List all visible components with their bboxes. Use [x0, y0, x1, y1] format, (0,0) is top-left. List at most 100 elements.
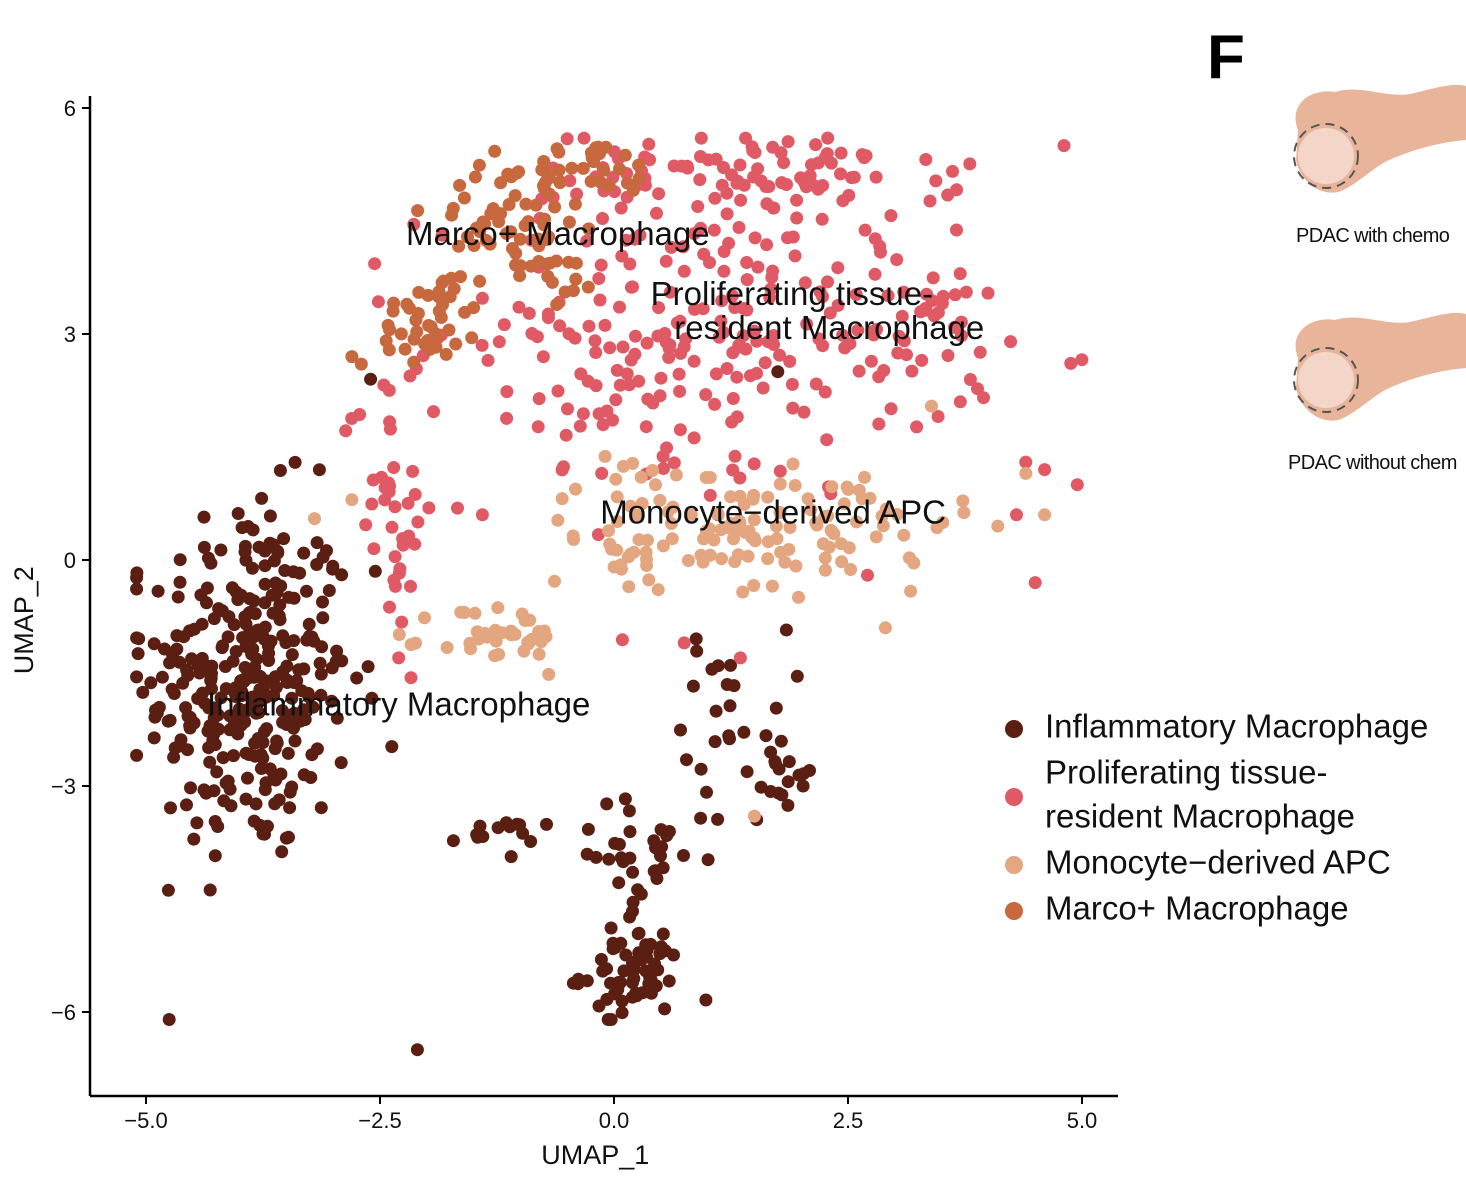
- data-point: [197, 510, 211, 524]
- data-point: [868, 267, 882, 281]
- data-point: [783, 354, 797, 368]
- data-point: [561, 402, 574, 416]
- data-point: [562, 327, 576, 341]
- data-point: [610, 363, 624, 377]
- data-point: [263, 509, 277, 523]
- data-point: [271, 546, 285, 560]
- data-point: [953, 395, 967, 409]
- data-point: [215, 641, 229, 655]
- data-point: [629, 986, 643, 1000]
- data-point: [956, 494, 970, 508]
- data-point: [288, 455, 302, 469]
- data-point: [325, 694, 339, 708]
- data-point: [602, 179, 615, 193]
- data-point: [258, 783, 272, 797]
- legend-label: Marco+ Macrophage: [1045, 890, 1349, 927]
- data-point: [597, 163, 611, 177]
- data-point: [869, 170, 883, 184]
- legend-label: resident Macrophage: [1045, 798, 1355, 835]
- data-point: [596, 212, 609, 225]
- data-point: [471, 830, 485, 844]
- data-point: [884, 209, 898, 223]
- data-point: [781, 798, 795, 812]
- data-point: [598, 318, 612, 332]
- data-point: [269, 576, 282, 590]
- data-point: [778, 555, 792, 569]
- data-point: [472, 158, 486, 172]
- data-point: [475, 508, 489, 522]
- data-point: [488, 144, 502, 158]
- data-point: [613, 162, 626, 176]
- data-point: [904, 584, 918, 598]
- data-point: [761, 535, 775, 549]
- legend-entry: Inflammatory Macrophage: [1005, 708, 1428, 745]
- data-point: [895, 309, 909, 323]
- data-point: [191, 659, 205, 673]
- data-point: [584, 174, 598, 188]
- data-point: [483, 237, 497, 251]
- data-point: [371, 295, 385, 309]
- data-point: [726, 392, 740, 405]
- data-point: [654, 371, 668, 385]
- data-point: [418, 611, 431, 625]
- data-point: [608, 987, 622, 1001]
- data-point: [686, 679, 700, 693]
- data-point: [276, 629, 290, 643]
- data-point: [475, 338, 489, 352]
- data-point: [892, 329, 906, 343]
- y-axis-title: UMAP_2: [9, 566, 39, 674]
- data-point: [613, 300, 626, 314]
- data-point: [919, 153, 933, 166]
- data-point: [444, 271, 458, 285]
- data-point: [836, 328, 850, 342]
- data-point: [368, 564, 382, 578]
- data-point: [519, 197, 533, 211]
- data-point: [170, 642, 184, 656]
- cluster-label: Proliferating tissue-: [651, 275, 933, 312]
- legend-label: Monocyte−derived APC: [1045, 844, 1391, 881]
- data-point: [804, 503, 818, 517]
- data-point: [663, 338, 677, 352]
- data-point: [488, 649, 502, 663]
- data-point: [227, 709, 241, 723]
- data-point: [308, 512, 321, 526]
- data-point: [796, 779, 810, 793]
- data-point: [761, 552, 775, 566]
- data-point: [684, 508, 698, 522]
- data-point: [501, 167, 515, 181]
- data-point: [823, 306, 837, 320]
- data-point: [382, 343, 396, 357]
- data-point: [569, 272, 583, 286]
- data-point: [540, 817, 553, 831]
- data-point: [774, 545, 788, 559]
- data-point: [468, 170, 482, 184]
- data-point: [421, 288, 435, 302]
- data-point: [599, 140, 613, 154]
- data-point: [555, 463, 569, 477]
- data-point: [263, 536, 277, 550]
- data-point: [732, 221, 746, 234]
- data-point: [626, 904, 639, 918]
- data-point: [736, 585, 750, 599]
- data-point: [699, 471, 713, 484]
- data-point: [345, 350, 359, 364]
- data-point: [728, 449, 742, 463]
- data-point: [427, 405, 440, 419]
- series-proliferating-tissue-resident-macrophage: [339, 131, 1089, 685]
- data-point: [910, 420, 924, 434]
- data-point: [255, 491, 269, 505]
- data-point: [525, 327, 539, 340]
- data-point: [207, 727, 221, 741]
- x-tick-label: 5.0: [1067, 1108, 1098, 1133]
- data-point: [435, 228, 449, 242]
- data-point: [504, 850, 518, 864]
- data-point: [897, 285, 911, 299]
- data-point: [532, 392, 546, 406]
- data-point: [687, 431, 701, 445]
- data-point: [627, 963, 641, 976]
- data-point: [434, 311, 448, 324]
- data-point: [164, 801, 177, 815]
- data-point: [365, 691, 379, 705]
- data-point: [542, 187, 556, 201]
- data-point: [287, 591, 301, 605]
